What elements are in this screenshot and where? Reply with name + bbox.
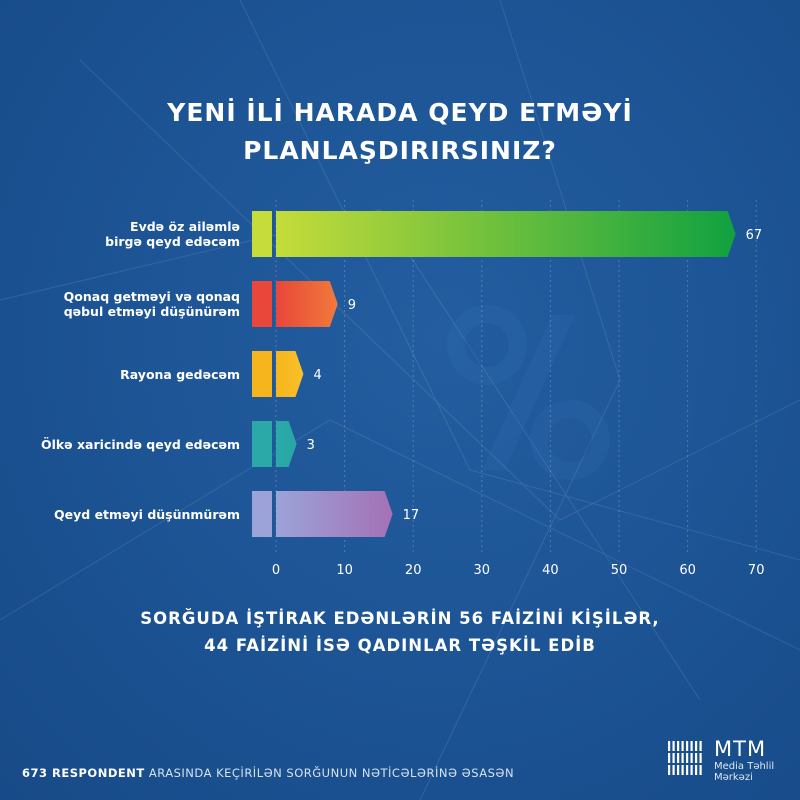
footnote-line-1: SORĞUDA İŞTİRAK EDƏNLƏRİN 56 FAİZİNİ KİŞ… — [140, 609, 660, 628]
data-label: 67 — [746, 228, 763, 243]
category-label: Qonaq getməyi və qonaq qəbul etməyi düşün… — [10, 289, 240, 319]
category-label-line: birgə qeyd edəcəm — [105, 234, 240, 249]
bar-stub — [252, 351, 272, 397]
category-label: Qeyd etməyi düşünmürəm — [10, 507, 240, 522]
x-tick-label: 40 — [542, 563, 559, 578]
bar-stub — [252, 421, 272, 467]
respondent-count: 673 RESPONDENT — [22, 766, 145, 780]
category-label-line: Rayona gedəcəm — [120, 366, 240, 382]
category-label-line: Evdə öz ailəmlə — [130, 219, 240, 234]
bar — [276, 211, 736, 257]
logo-abbr: MTM — [714, 737, 767, 761]
x-tick-label: 70 — [748, 563, 765, 578]
bar — [276, 421, 297, 467]
logo-line-2: Mərkəzi — [714, 772, 753, 783]
source-note: 673 RESPONDENT ARASINDA KEÇİRİLƏN SORĞUN… — [22, 766, 514, 780]
x-tick-label: 10 — [336, 563, 353, 578]
title-line-2: PLANLAŞDIRIRSINIZ? — [243, 136, 557, 165]
category-label-line: qəbul etməyi düşünürəm — [63, 304, 240, 319]
x-tick-label: 0 — [272, 563, 280, 578]
bar — [276, 281, 338, 327]
category-label: Rayona gedəcəm — [10, 367, 240, 382]
category-label-line: Ölkə xaricində qeyd edəcəm — [40, 436, 240, 452]
logo-line-1: Media Təhlil — [714, 761, 775, 772]
logo-mark-icon — [668, 741, 702, 775]
chart-title: YENİ İLİ HARADA QEYD ETMƏYİ PLANLAŞDIRIR… — [0, 94, 800, 170]
data-label: 3 — [307, 438, 315, 453]
data-label: 4 — [313, 368, 321, 383]
x-tick-label: 30 — [474, 563, 491, 578]
logo: MTM Media Təhlil Mərkəzi — [714, 737, 774, 783]
x-tick-label: 20 — [405, 563, 422, 578]
bar — [276, 351, 304, 397]
x-tick-label: 50 — [611, 563, 628, 578]
bar-stub — [252, 491, 272, 537]
bar-stub — [252, 211, 272, 257]
data-label: 9 — [348, 298, 356, 313]
category-label: Evdə öz ailəmlə birgə qeyd edəcəm — [10, 219, 240, 249]
title-line-1: YENİ İLİ HARADA QEYD ETMƏYİ — [167, 98, 633, 127]
category-label-line: Qeyd etməyi düşünmürəm — [54, 506, 240, 522]
bar — [276, 491, 393, 537]
source-note-text: ARASINDA KEÇİRİLƏN SORĞUNUN NƏTİCƏLƏRİNƏ… — [148, 766, 515, 780]
bar-stub — [252, 281, 272, 327]
footnote-line-2: 44 FAİZİNİ İSƏ QADINLAR TƏŞKİL EDİB — [204, 636, 596, 655]
x-tick-label: 60 — [679, 563, 696, 578]
category-label-line: Qonaq getməyi və qonaq — [63, 289, 240, 304]
data-label: 17 — [403, 508, 420, 523]
category-label: Ölkə xaricində qeyd edəcəm — [10, 437, 240, 452]
